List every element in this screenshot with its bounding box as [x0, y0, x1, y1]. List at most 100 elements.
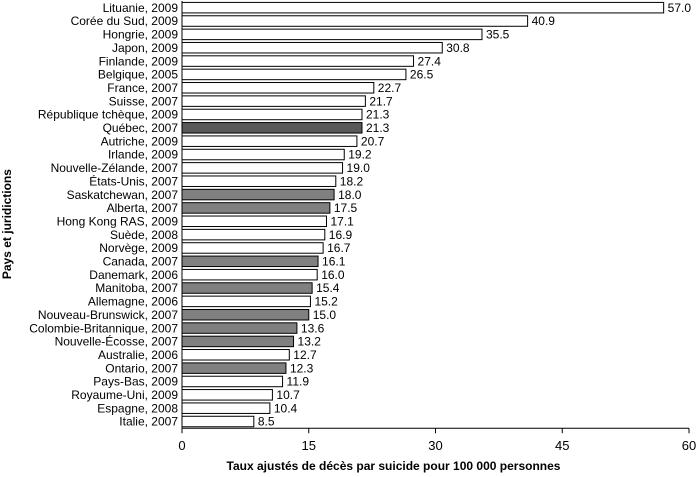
- bar: [181, 228, 326, 241]
- category-label: Belgique, 2005: [98, 68, 178, 82]
- category-label: Nouvelle-Écosse, 2007: [55, 334, 179, 349]
- x-tick-label: 0: [178, 438, 185, 453]
- bar: [181, 202, 331, 214]
- bar: [181, 375, 284, 388]
- category-label: Canada, 2007: [103, 255, 179, 269]
- value-label: 15.4: [316, 281, 340, 295]
- category-label: Irlande, 2009: [108, 148, 178, 162]
- value-label: 10.7: [276, 388, 300, 402]
- category-label: Autriche, 2009: [101, 134, 179, 148]
- category-label: Hongrie, 2009: [103, 28, 179, 42]
- bar: [181, 268, 318, 281]
- bar: [181, 175, 337, 187]
- category-label: Corée du Sud, 2009: [71, 14, 179, 28]
- value-label: 18.2: [340, 174, 364, 188]
- category-label: Pays-Bas, 2009: [93, 375, 178, 389]
- category-label: Ontario, 2007: [105, 361, 178, 375]
- category-label: Norvège, 2009: [99, 241, 178, 255]
- category-label: Nouvelle-Zélande, 2007: [51, 161, 179, 175]
- value-label: 13.6: [301, 321, 325, 335]
- bar: [181, 82, 375, 94]
- value-label: 21.3: [366, 108, 390, 122]
- bar: [181, 162, 344, 174]
- value-label: 40.9: [532, 14, 556, 28]
- value-label: 16.1: [322, 255, 346, 269]
- value-label: 26.5: [410, 68, 434, 82]
- category-label: Japon, 2009: [112, 41, 178, 55]
- bar: [181, 41, 443, 54]
- category-label: Australie, 2006: [98, 348, 178, 362]
- bar: [181, 389, 273, 401]
- bar: [181, 295, 311, 308]
- bar: [181, 148, 345, 161]
- category-label: Nouveau-Brunswick, 2007: [38, 308, 178, 322]
- category-label: Italie, 2007: [119, 415, 178, 429]
- value-label: 30.8: [446, 41, 470, 55]
- x-tick-label: 45: [555, 438, 569, 453]
- bar: [181, 28, 483, 41]
- value-label: 16.9: [329, 228, 353, 242]
- value-label: 22.7: [378, 81, 402, 95]
- value-label: 12.7: [293, 348, 317, 362]
- x-axis: 0 15 30 45 60: [178, 427, 696, 453]
- value-label: 20.7: [361, 134, 385, 148]
- value-label: 21.7: [369, 94, 393, 108]
- value-label: 15.0: [313, 308, 337, 322]
- category-label: France, 2007: [107, 81, 178, 95]
- category-label: Manitoba, 2007: [95, 281, 178, 295]
- bar: [181, 308, 310, 321]
- x-tick-label: 60: [682, 438, 696, 453]
- category-label: États-Unis, 2007: [89, 173, 178, 188]
- value-label: 16.7: [327, 241, 351, 255]
- value-label: 27.4: [418, 54, 442, 68]
- bar: [181, 255, 319, 268]
- bar: [181, 135, 358, 147]
- category-label: Espagne, 2008: [97, 401, 178, 415]
- category-label: Saskatchewan, 2007: [67, 188, 179, 202]
- bar: [181, 108, 363, 121]
- value-label: 11.9: [287, 375, 310, 389]
- value-label: 16.0: [321, 268, 345, 282]
- value-label: 15.2: [314, 295, 338, 309]
- value-label: 19.2: [348, 148, 372, 162]
- bars-group: [181, 1, 665, 428]
- bar: [181, 415, 255, 428]
- category-label: République tchèque, 2009: [38, 108, 178, 122]
- x-tick-label: 30: [428, 438, 442, 453]
- value-label: 19.0: [347, 161, 371, 175]
- bar: [181, 188, 335, 201]
- value-label: 10.4: [274, 401, 298, 415]
- value-label: 17.5: [334, 201, 358, 215]
- category-label: Allemagne, 2006: [88, 295, 178, 309]
- bar: [181, 215, 327, 228]
- value-label: 17.1: [331, 214, 355, 228]
- bar: [181, 122, 363, 134]
- x-tick-label: 15: [302, 438, 316, 453]
- category-label: Hong Kong RAS, 2009: [57, 214, 179, 228]
- value-label: 12.3: [290, 361, 314, 375]
- category-label: Québec, 2007: [103, 121, 179, 135]
- bar: [181, 1, 665, 14]
- bar: [181, 55, 415, 67]
- value-label: 18.0: [338, 188, 362, 202]
- bar: [181, 95, 366, 107]
- category-label: Suède, 2008: [110, 228, 178, 242]
- bar: [181, 242, 324, 254]
- value-label: 13.2: [298, 335, 322, 349]
- value-label: 57.0: [668, 1, 692, 15]
- category-label: Danemark, 2006: [89, 268, 178, 282]
- category-label: Alberta, 2007: [107, 201, 179, 215]
- value-label: 8.5: [258, 415, 275, 429]
- x-axis-title: Taux ajustés de décès par suicide pour 1…: [227, 459, 561, 473]
- category-label: Lituanie, 2009: [103, 1, 179, 15]
- category-label: Royaume-Uni, 2009: [71, 388, 178, 402]
- category-label: Finlande, 2009: [99, 54, 179, 68]
- bar: [181, 349, 290, 361]
- bar: [181, 335, 295, 348]
- value-label: 35.5: [486, 28, 510, 42]
- bar: [181, 282, 313, 294]
- bar: [181, 15, 529, 27]
- bar: [181, 322, 298, 334]
